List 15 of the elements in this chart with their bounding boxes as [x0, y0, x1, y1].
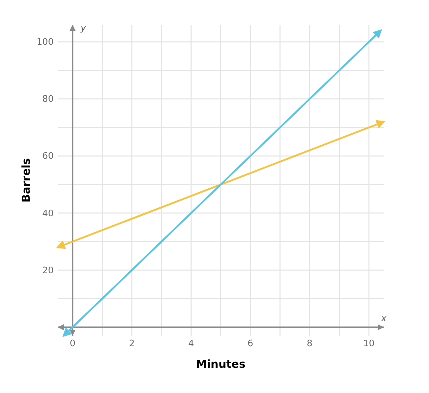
x-axis-title: Minutes	[196, 358, 246, 371]
y-tick-label: 40	[42, 209, 54, 220]
y-axis-title: Barrels	[20, 158, 33, 203]
annotation: y	[80, 24, 87, 34]
x-tick-label: 6	[248, 339, 254, 350]
y-tick-label: 100	[36, 38, 54, 48]
x-tick-label: 10	[363, 339, 376, 350]
x-tick-label: 8	[307, 339, 314, 350]
annotation: x	[380, 314, 388, 324]
y-tick-label: 20	[42, 266, 54, 276]
y-tick-label: 60	[42, 152, 54, 162]
x-tick-label: 2	[129, 339, 135, 350]
x-tick-label: 0	[70, 339, 76, 350]
y-tick-label: 80	[42, 95, 54, 106]
x-tick-label: 4	[188, 339, 194, 350]
